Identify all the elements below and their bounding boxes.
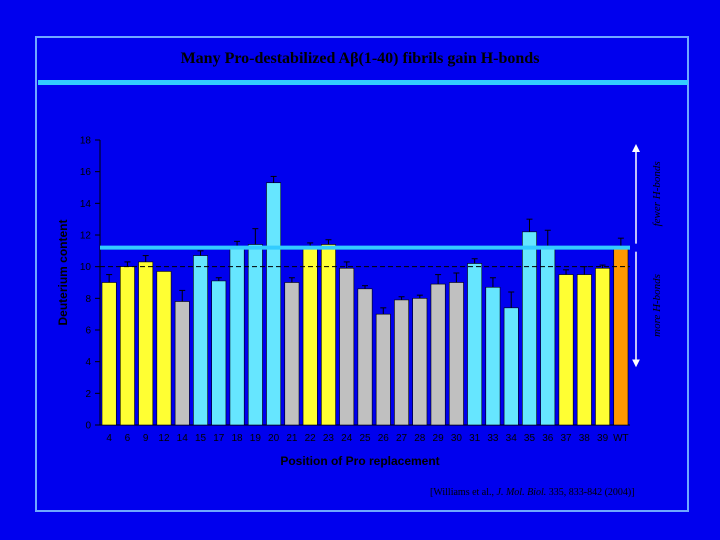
y-tick-label: 14 [80,199,92,210]
x-tick-label: 4 [106,433,112,444]
annotation-fewer-hbonds: fewer H-bonds [651,161,663,226]
x-tick-label: 25 [359,433,371,444]
y-tick-label: 10 [80,262,92,273]
bar [375,313,391,426]
citation: [Williams et al., J. Mol. Biol. 335, 833… [430,487,635,498]
citation-rest: 335, 833-842 (2004)] [546,487,635,498]
x-tick-label: 29 [433,433,445,444]
bar [595,267,611,426]
bar [394,299,409,426]
bar [522,231,537,426]
slide-title: Many Pro-destabilized Aβ(1-40) fibrils g… [0,50,720,68]
x-axis-title: Position of Pro replacement [280,454,439,468]
y-tick-label: 18 [80,136,92,147]
x-tick-label: 6 [125,433,131,444]
bar [339,267,355,426]
bar [138,261,154,426]
x-tick-label: 26 [378,433,390,444]
bar [119,266,135,426]
bar [613,245,629,426]
x-tick-label: 30 [451,433,463,444]
bar [247,244,263,426]
x-tick-label: 37 [560,433,572,444]
x-tick-label: 38 [579,433,591,444]
bar [156,271,172,426]
annotation-more-hbonds: more H-bonds [651,274,663,337]
y-tick-label: 12 [80,231,92,242]
x-tick-label: 20 [268,433,280,444]
y-axis-title: Deuterium content [56,219,70,325]
citation-open: [Williams et al., [430,487,497,498]
x-tick-label: WT [613,433,629,444]
x-tick-label: 23 [323,433,335,444]
y-tick-label: 6 [85,326,91,337]
bar [302,245,318,426]
bar [284,282,300,426]
x-tick-label: 24 [341,433,353,444]
x-tick-label: 28 [414,433,426,444]
title-main: Many Pro-destabilized A [180,50,351,67]
bar [229,247,245,426]
bar [503,307,519,426]
bar [211,280,227,426]
bar [430,283,446,426]
x-tick-label: 27 [396,433,408,444]
bar [412,298,428,426]
title-underline [38,80,688,85]
bar [485,286,501,426]
x-tick-label: 39 [597,433,609,444]
x-tick-label: 31 [469,433,481,444]
bar [101,282,117,426]
x-tick-label: 15 [195,433,207,444]
x-tick-label: 33 [487,433,499,444]
x-tick-label: 21 [286,433,298,444]
bar [467,263,483,426]
x-tick-label: 12 [158,433,170,444]
bar [193,255,208,426]
x-tick-label: 36 [542,433,554,444]
y-tick-label: 0 [85,421,91,432]
x-tick-label: 19 [250,433,262,444]
bar [266,182,282,426]
y-tick-label: 2 [85,389,91,400]
bar [576,274,592,426]
bar [174,301,190,426]
bar [448,282,464,426]
bar [558,274,574,426]
bar [540,245,556,426]
bar [321,244,336,426]
citation-journal: J. Mol. Biol. [496,487,547,498]
bar [357,288,373,426]
x-tick-label: 34 [506,433,518,444]
title-beta: β [350,50,359,67]
y-tick-label: 4 [85,357,91,368]
x-tick-label: 35 [524,433,536,444]
x-tick-label: 22 [305,433,317,444]
x-tick-label: 18 [232,433,244,444]
slide-frame [35,36,689,512]
title-rest: (1-40) fibrils gain H-bonds [358,50,540,67]
y-tick-label: 16 [80,167,92,178]
x-tick-label: 9 [143,433,149,444]
y-tick-label: 8 [85,294,91,305]
x-tick-label: 17 [213,433,225,444]
x-tick-label: 14 [177,433,189,444]
